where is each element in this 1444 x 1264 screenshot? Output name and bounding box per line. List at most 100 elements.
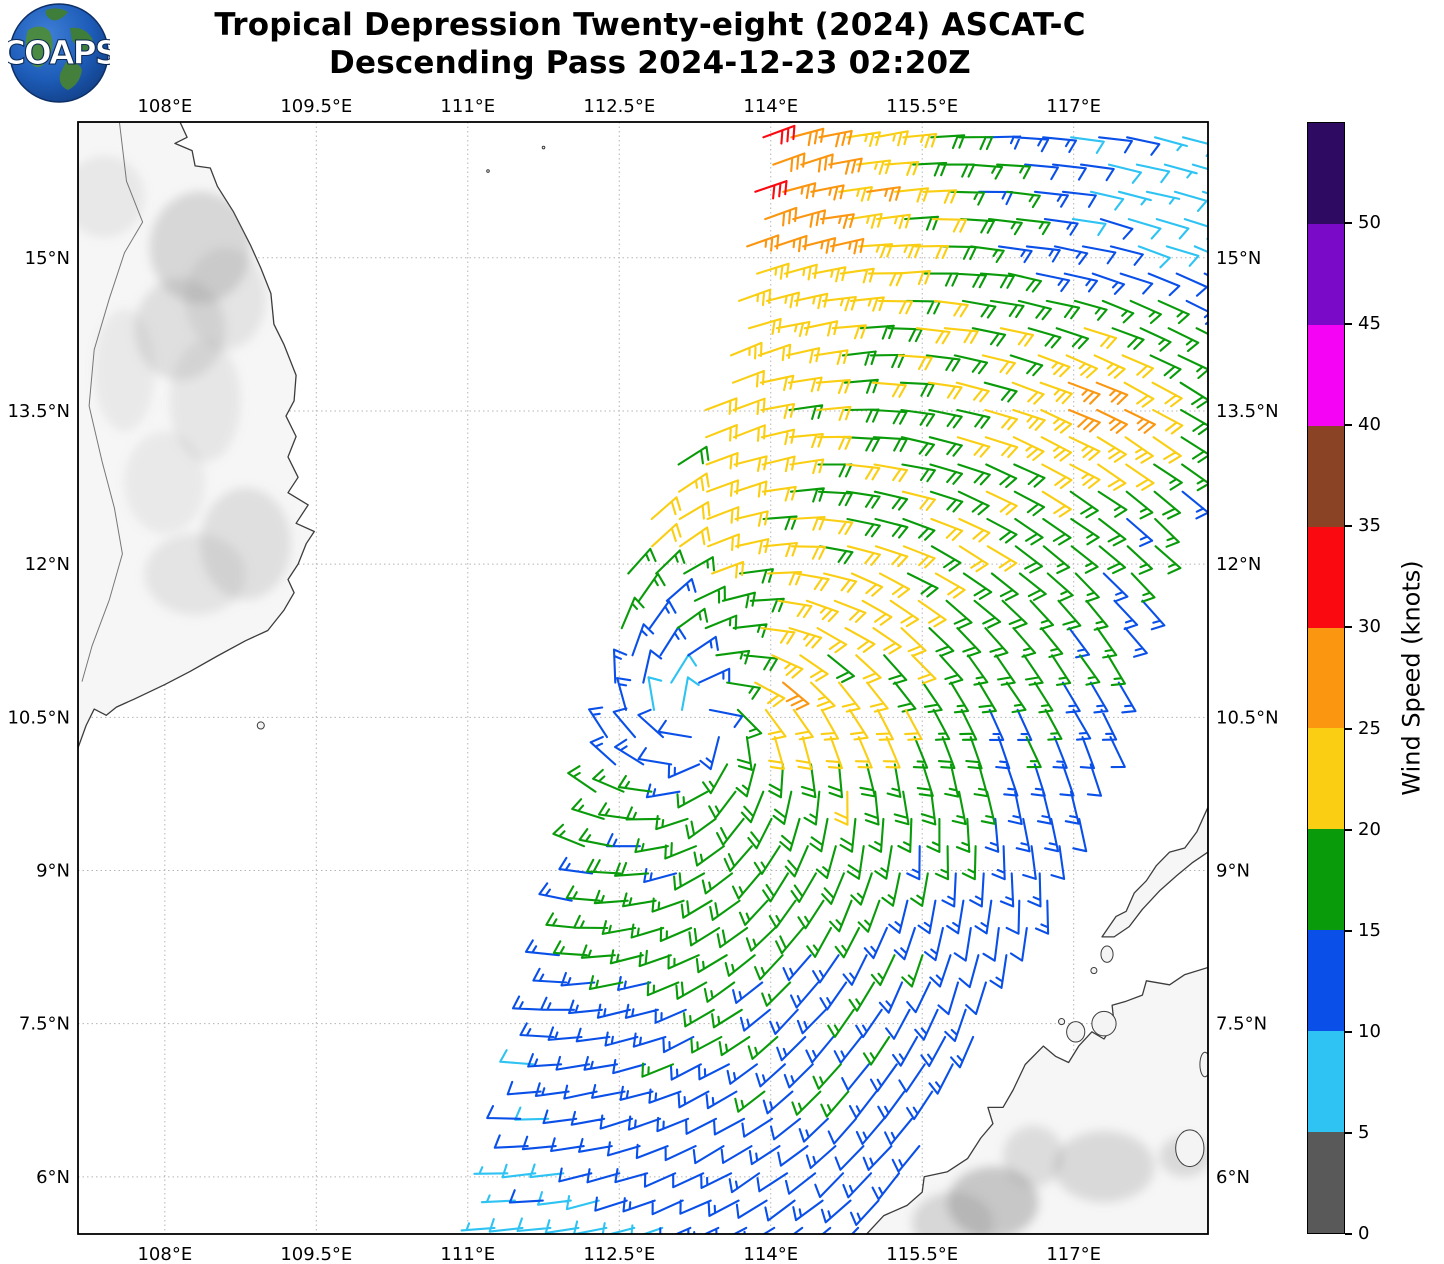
colorbar-tick-label: 40 [1358,414,1381,436]
terrain-blob [185,247,266,350]
colorbar-segment-40-45kt [1308,324,1344,426]
terrain-blob [78,155,145,238]
colorbar-tick-label: 30 [1358,616,1381,638]
terrain-blob [1053,1130,1155,1203]
wind-barbs [460,124,1208,1234]
terrain-blob [912,1192,993,1234]
colorbar-tickmark [1345,626,1352,629]
map-inner [78,122,1208,1234]
islet [1199,1051,1208,1078]
colorbar-tickmark [1345,222,1352,225]
colorbar-tick-label: 15 [1358,919,1381,941]
x-tick-bottom: 108°E [137,1244,192,1264]
colorbar-tickmark [1345,1233,1352,1235]
x-tick-bottom: 112.5°E [583,1244,655,1264]
y-tick-right: 12°N [1216,554,1261,575]
y-tick-left: 10.5°N [7,707,70,728]
colorbar-tickmark [1345,727,1352,730]
terrain-blob [144,533,246,616]
coastline-palawan [1101,806,1208,938]
colorbar-tickmark [1345,828,1352,831]
y-tick-right: 13.5°N [1216,401,1279,422]
colorbar-segment-5-10kt [1308,1031,1344,1133]
y-tick-right: 15°N [1216,248,1261,269]
x-tick-top: 112.5°E [583,96,655,117]
x-tick-top: 111°E [440,96,495,117]
terrain-shading-borneo [912,1125,1208,1234]
colorbar-tick-label: 10 [1358,1020,1381,1042]
x-tick-top: 109.5°E [280,96,352,117]
islet [486,169,490,173]
terrain-blob [94,308,155,432]
x-tick-top: 108°E [137,96,192,117]
islet [1091,1010,1117,1037]
islets [256,145,1208,1168]
islet [256,721,265,730]
x-tick-bottom: 115.5°E [886,1244,958,1264]
colorbar-tickmark [1345,1030,1352,1033]
y-tick-right: 9°N [1216,860,1250,881]
colorbar-title-text: Wind Speed (knots) [1398,560,1426,796]
colorbar-tick-label: 0 [1358,1223,1370,1244]
y-tick-right: 10.5°N [1216,707,1279,728]
colorbar-tick-label: 20 [1358,818,1381,840]
colorbar-tickmark [1345,525,1352,528]
y-tick-left: 15°N [25,248,70,269]
wind-barbs-bin-30-35kt [754,124,796,200]
islet [1066,1021,1086,1043]
colorbar-segment-15-20kt [1308,829,1344,931]
wind-speed-colorbar [1307,122,1345,1234]
x-tick-bottom: 111°E [440,1244,495,1264]
y-tick-left: 9°N [36,860,70,881]
colorbar-segment-35-40kt [1308,425,1344,527]
islet [1058,1018,1066,1026]
colorbar-segment-50-55kt [1308,123,1344,224]
islet [1175,1129,1205,1168]
terrain-shading-vietnam [78,155,292,616]
country-border [81,122,144,682]
colorbar-tickmark [1345,323,1352,326]
wind-barbs-bin-20-25kt [650,130,1184,826]
terrain-blob [124,431,206,534]
colorbar-tickmark [1345,929,1352,932]
y-tick-left: 12°N [25,554,70,575]
colorbar-tickmark [1345,424,1352,427]
wind-barbs-bin-10-15kt [486,135,1208,1234]
terrain-blob [169,339,241,462]
y-tick-left: 7.5°N [19,1014,70,1035]
x-tick-top: 115.5°E [886,96,958,117]
coaps-logo: COAPS [1,2,119,104]
y-tick-right: 6°N [1216,1167,1250,1188]
x-tick-top: 114°E [743,96,798,117]
terrain-blob [1002,1125,1064,1187]
colorbar-segment-25-30kt [1308,627,1344,729]
islet [1100,945,1114,963]
colorbar-segment-20-25kt [1308,728,1344,830]
colorbar-segment-10-15kt [1308,930,1344,1032]
islet [541,145,546,150]
colorbar-tick-label: 5 [1358,1121,1370,1143]
x-tick-bottom: 109.5°E [280,1244,352,1264]
y-tick-left: 6°N [36,1167,70,1188]
title-line-2: Descending Pass 2024-12-23 02:20Z [329,45,971,81]
colorbar-tick-label: 25 [1358,717,1381,739]
colorbar-title: Wind Speed (knots) [1386,122,1438,1234]
x-tick-bottom: 114°E [743,1244,798,1264]
wind-barbs-bin-25-30kt [746,127,1156,711]
map-frame [77,121,1209,1235]
plot-titles: Tropical Depression Twenty-eight (2024) … [78,6,1222,82]
colorbar-tick-label: 50 [1358,212,1381,234]
colorbar-segment-30-35kt [1308,526,1344,628]
x-tick-bottom: 117°E [1046,1244,1101,1264]
coaps-globe-icon: COAPS [1,3,119,103]
wind-barbs-bin-15-20kt [545,134,1208,1118]
y-tick-right: 7.5°N [1216,1014,1267,1035]
y-tick-left: 13.5°N [7,401,70,422]
wind-barbs-bin-5-10kt [460,136,1208,1234]
x-tick-top: 117°E [1046,96,1101,117]
coaps-logo-text: COAPS [8,33,110,72]
colorbar-segment-45-50kt [1308,223,1344,325]
colorbar-tick-label: 45 [1358,313,1381,335]
